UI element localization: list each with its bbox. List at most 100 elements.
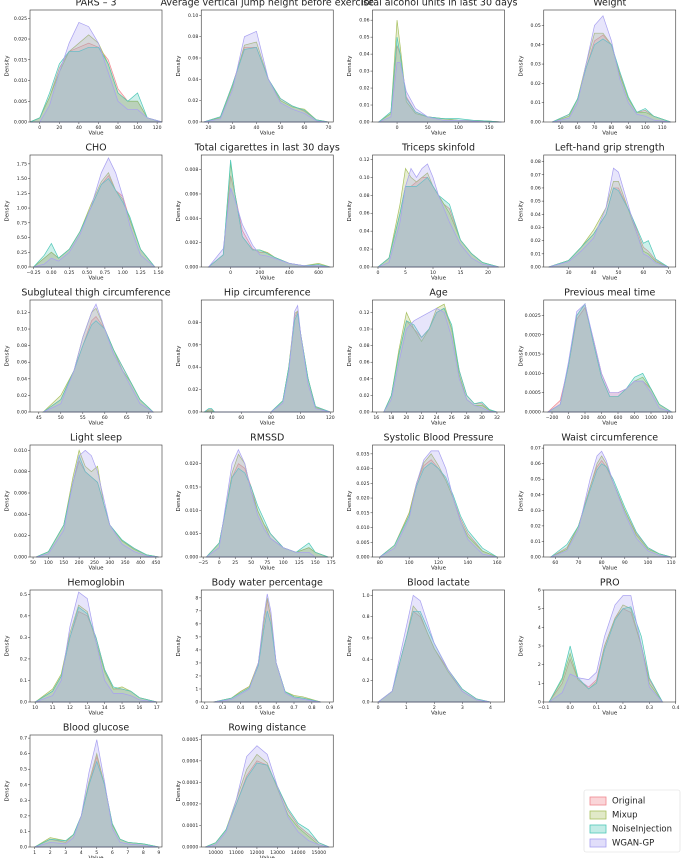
y-tick-label: 0.0025 [525, 313, 541, 319]
y-tick-label: 0.0015 [525, 352, 541, 358]
legend-label: NoiseInjection [612, 825, 672, 835]
x-tick-label: 15000 [312, 850, 327, 856]
y-axis-label: Density [518, 490, 524, 512]
x-tick-label: 40 [254, 125, 260, 131]
y-axis-label: Density [518, 55, 524, 77]
y-tick-label: 0.10 [359, 327, 369, 333]
x-tick-label: 15 [458, 270, 464, 276]
y-axis-label: Density [347, 200, 353, 222]
plot-frame [372, 589, 505, 703]
legend-swatch [589, 824, 607, 834]
x-tick-label: 20 [485, 270, 491, 276]
y-tick-label: 0.015 [185, 485, 198, 491]
x-axis-label: Value [260, 711, 276, 717]
y-tick-label: 0.4 [20, 782, 27, 788]
x-tick-label: 65 [124, 415, 130, 421]
x-axis-label: Value [431, 131, 447, 137]
x-axis-label: Value [602, 421, 618, 427]
y-tick-label: 0.0005 [525, 390, 541, 396]
density-area [34, 739, 159, 848]
y-tick-label: 0.00 [359, 265, 369, 271]
x-tick-label: 10000 [208, 850, 223, 856]
legend-frame [583, 789, 681, 853]
density-area [548, 187, 670, 268]
x-tick-label: 11000 [229, 850, 244, 856]
y-tick-label: 0.025 [356, 481, 369, 487]
x-tick-label: 28 [464, 415, 470, 421]
x-tick-label: 7 [126, 850, 129, 856]
x-axis-label: Value [431, 711, 447, 717]
y-tick-label: 5 [538, 606, 541, 612]
x-tick-label: 1.50 [153, 270, 163, 276]
x-axis-label: Value [431, 421, 447, 427]
x-tick-label: 50 [278, 125, 284, 131]
x-tick-label: 9 [157, 850, 160, 856]
y-tick-label: 1.0 [362, 593, 369, 599]
panel-title: Hip circumference [224, 288, 311, 299]
y-axis-label: Density [5, 780, 11, 802]
x-tick-label: 70 [326, 125, 332, 131]
y-tick-label: 0.004 [185, 216, 198, 222]
density-area [546, 303, 673, 413]
panel-title: Waist circumference [561, 433, 658, 444]
legend-swatch [589, 796, 607, 806]
density-area [204, 304, 331, 413]
x-tick-label: 0 [567, 415, 570, 421]
y-tick-label: 0.010 [14, 78, 27, 84]
y-tick-label: 2 [538, 662, 541, 668]
x-axis-label: Value [431, 566, 447, 572]
y-tick-label: 0.4 [20, 613, 27, 619]
density-area [205, 448, 329, 558]
panel-title: Triceps skinfold [401, 143, 475, 154]
x-tick-label: 20 [56, 125, 62, 131]
x-tick-label: 80 [377, 560, 383, 566]
y-tick-label: 0.00 [188, 410, 198, 416]
y-tick-label: 0.0001 [182, 823, 198, 829]
y-tick-label: 0.020 [14, 37, 27, 43]
x-tick-label: 60 [552, 560, 558, 566]
plot-frame [372, 154, 505, 268]
y-axis-label: Density [176, 490, 182, 512]
y-tick-label: 0.5 [20, 767, 27, 773]
x-axis-label: Value [602, 276, 618, 282]
y-axis-label: Density [176, 55, 182, 77]
x-axis-label: Value [260, 131, 276, 137]
legend: Original Mixup NoiseInjection WGAN-GP [583, 789, 681, 853]
x-tick-label: 30 [566, 270, 572, 276]
x-tick-label: 175 [327, 560, 336, 566]
y-tick-label: 0.000 [356, 555, 369, 561]
y-tick-label: 0.12 [17, 310, 27, 316]
y-tick-label: 0.006 [185, 191, 198, 197]
x-tick-label: 70 [576, 560, 582, 566]
y-tick-label: 0.10 [359, 175, 369, 181]
x-tick-label: 100 [133, 125, 142, 131]
y-axis-label: Density [5, 345, 11, 367]
y-tick-label: 0.02 [531, 81, 541, 87]
y-tick-label: 0 [538, 700, 541, 706]
x-tick-label: 0.8 [308, 705, 315, 711]
x-tick-label: 26 [449, 415, 455, 421]
panel: Hemoglobin 10 11 12 13 14 15 16 17 0.0 0.1 0.2 0.3 0.… [5, 578, 163, 717]
x-tick-label: 120 [434, 560, 443, 566]
panel-title: Left-hand grip strength [555, 143, 665, 154]
y-axis-label: Density [518, 345, 524, 367]
panel: Weight 50 60 70 80 90 100 110 0.00 0.01 0.02 0.03 0.… [518, 0, 677, 137]
y-tick-label: 0.00 [17, 410, 27, 416]
y-tick-label: 0.06 [531, 185, 541, 191]
y-tick-label: 1 [195, 686, 198, 692]
x-tick-label: 80 [599, 560, 605, 566]
x-tick-label: 5 [95, 850, 98, 856]
y-tick-label: 0.3 [20, 798, 27, 804]
y-tick-label: 0.00 [531, 555, 541, 561]
x-tick-label: 100 [44, 560, 53, 566]
y-tick-label: 0.7 [20, 736, 27, 742]
y-tick-label: 0.0010 [525, 371, 541, 377]
plot-frame [200, 299, 334, 413]
x-axis-label: Value [88, 276, 104, 282]
y-tick-label: 0.02 [359, 86, 369, 92]
panel: Triceps skinfold 0 5 10 15 20 0.00 0.02 0.04 0.06… [347, 143, 505, 282]
y-tick-label: 0.00 [531, 265, 541, 271]
x-tick-label: 5 [404, 270, 407, 276]
x-tick-label: 0.25 [64, 270, 74, 276]
x-tick-label: 10 [430, 270, 436, 276]
